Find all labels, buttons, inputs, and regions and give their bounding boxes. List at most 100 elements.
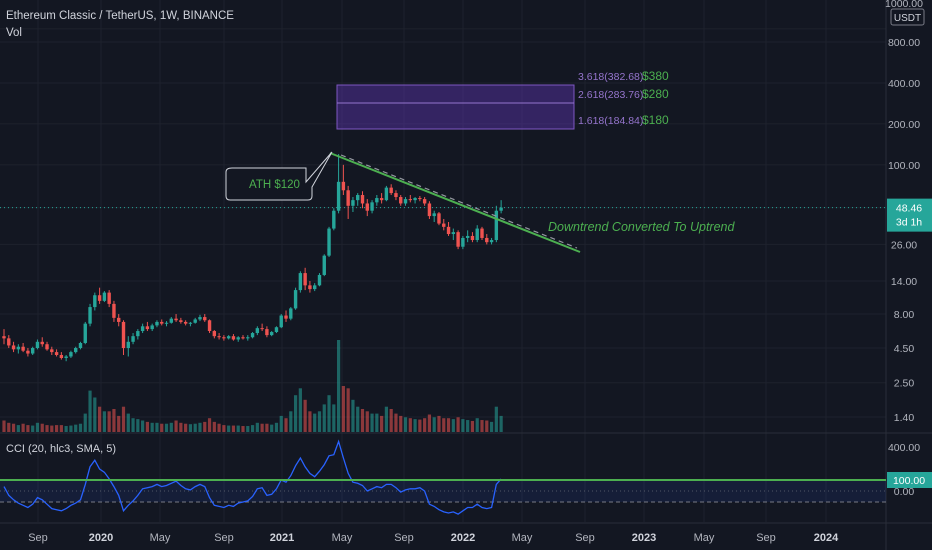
volume-bar bbox=[466, 420, 470, 432]
candle-body bbox=[284, 315, 288, 319]
symbol-title: Ethereum Classic / TetherUS, 1W, BINANCE bbox=[6, 10, 234, 22]
candle-body bbox=[35, 341, 40, 349]
price-tick-label: 200.00 bbox=[888, 119, 920, 131]
candle bbox=[174, 314, 178, 322]
candle bbox=[155, 320, 159, 328]
candle-body bbox=[360, 195, 365, 204]
candle bbox=[470, 232, 475, 243]
candle bbox=[126, 336, 130, 357]
candle bbox=[131, 333, 135, 345]
candle bbox=[188, 321, 193, 327]
candle-body bbox=[255, 328, 260, 334]
candle-body bbox=[279, 315, 283, 328]
candle-body bbox=[226, 336, 231, 339]
dashed-trendline bbox=[340, 154, 578, 249]
candle-body bbox=[303, 273, 307, 286]
candle bbox=[107, 290, 111, 308]
volume-bar bbox=[265, 423, 269, 432]
candle bbox=[475, 225, 479, 243]
candle bbox=[21, 342, 25, 353]
volume-bar bbox=[470, 420, 475, 432]
candle bbox=[298, 271, 303, 293]
candle bbox=[136, 329, 140, 340]
price-tick-label: 400.00 bbox=[888, 78, 920, 90]
candle bbox=[317, 273, 322, 287]
volume-bar bbox=[155, 422, 159, 432]
volume-bar bbox=[31, 425, 35, 432]
candle bbox=[322, 254, 326, 277]
candle bbox=[140, 323, 145, 334]
volume-bar bbox=[117, 415, 121, 432]
candle-body bbox=[456, 232, 460, 247]
candle bbox=[437, 212, 441, 226]
volume-bar bbox=[78, 423, 83, 432]
cci-pane bbox=[0, 439, 886, 515]
volume-bar bbox=[322, 404, 326, 432]
candle-body bbox=[332, 210, 336, 229]
candle bbox=[332, 208, 336, 231]
candle-body bbox=[179, 320, 183, 322]
volume-bar bbox=[408, 418, 412, 432]
volume-bar bbox=[499, 415, 503, 432]
volume-bar bbox=[303, 399, 307, 432]
candle-body bbox=[480, 228, 484, 238]
candle bbox=[78, 341, 83, 350]
volume-bar bbox=[360, 409, 365, 432]
candle-body bbox=[231, 336, 236, 340]
volume-bar bbox=[313, 413, 317, 432]
fib-ratio-label: 2.618(283.76) bbox=[578, 89, 643, 101]
candle-body bbox=[30, 348, 35, 354]
candle-body bbox=[408, 199, 412, 201]
candle bbox=[74, 346, 78, 354]
volume-bar bbox=[327, 395, 331, 432]
fib-zone bbox=[336, 84, 575, 130]
candle bbox=[284, 310, 288, 322]
volume-bar bbox=[442, 418, 446, 432]
volume-bar bbox=[432, 417, 436, 432]
time-tick-label: May bbox=[150, 532, 171, 544]
volume-bar bbox=[451, 419, 455, 432]
candle bbox=[489, 237, 494, 245]
volume-bar bbox=[198, 422, 202, 432]
candle-body bbox=[78, 342, 83, 349]
volume-bar bbox=[188, 424, 193, 432]
price-tick-label-top: 1000.00 bbox=[885, 0, 923, 10]
candle bbox=[327, 226, 331, 258]
candle-body bbox=[269, 332, 274, 336]
volume-bar bbox=[337, 340, 341, 432]
time-tick-label: Sep bbox=[394, 532, 414, 544]
volume-bar bbox=[413, 419, 417, 432]
candle-body bbox=[112, 303, 116, 318]
fib-target-label: $180 bbox=[642, 113, 669, 127]
candle bbox=[260, 323, 264, 332]
candle-body bbox=[54, 352, 59, 355]
volume-bar bbox=[246, 426, 250, 432]
volume-bar bbox=[222, 425, 226, 432]
candle bbox=[217, 333, 221, 340]
candle-body bbox=[150, 325, 154, 330]
volume-bar bbox=[394, 413, 398, 432]
candle-body bbox=[485, 237, 489, 243]
volume-bar bbox=[446, 418, 451, 432]
price-tick-label: 2.50 bbox=[894, 378, 915, 390]
volume-bar bbox=[112, 409, 116, 432]
price-tick-label: 4.50 bbox=[894, 343, 915, 355]
candle bbox=[413, 197, 417, 204]
volume-bar bbox=[7, 422, 11, 432]
volume-bar bbox=[384, 406, 388, 432]
candle-body bbox=[346, 190, 350, 206]
volume-bar bbox=[494, 406, 498, 432]
candle-body bbox=[64, 356, 68, 359]
volume-bar bbox=[16, 425, 20, 432]
candle bbox=[384, 185, 389, 202]
volume-bar bbox=[184, 423, 188, 432]
candle-body bbox=[356, 195, 360, 201]
price-tick-label: 8.00 bbox=[894, 309, 915, 321]
candle-body bbox=[375, 198, 379, 203]
volume-bar bbox=[461, 419, 465, 432]
candle bbox=[370, 200, 374, 214]
volume-bar bbox=[274, 422, 279, 432]
candle bbox=[102, 291, 107, 303]
candle-body bbox=[379, 198, 384, 201]
